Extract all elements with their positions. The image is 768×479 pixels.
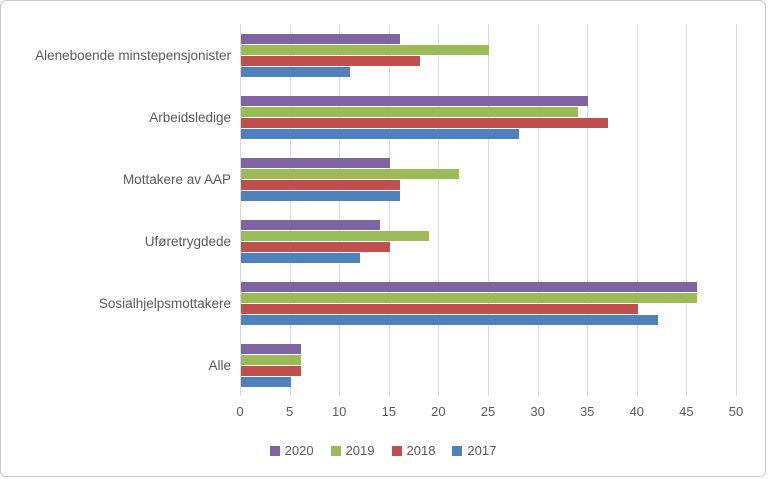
gridline bbox=[537, 24, 539, 396]
category-label: Sosialhjelpsmottakere bbox=[98, 295, 231, 311]
legend: 2020 2019 2018 2017 bbox=[1, 443, 765, 458]
gridline bbox=[388, 24, 390, 396]
gridline bbox=[636, 24, 638, 396]
legend-item-2020: 2020 bbox=[269, 443, 314, 458]
x-tick-label: 0 bbox=[236, 404, 244, 419]
bar-2020 bbox=[241, 343, 301, 354]
category-label: Arbeidsledige bbox=[149, 109, 231, 125]
gridline bbox=[339, 24, 341, 396]
bar-2019 bbox=[241, 168, 460, 179]
bar-2018 bbox=[241, 365, 301, 376]
bar-2020 bbox=[241, 33, 400, 44]
x-tick-label: 45 bbox=[679, 404, 694, 419]
bar-2020 bbox=[241, 281, 698, 292]
bar-2017 bbox=[241, 314, 658, 325]
legend-label: 2018 bbox=[406, 443, 436, 458]
x-tick-label: 20 bbox=[431, 404, 446, 419]
bar-2018 bbox=[241, 241, 390, 252]
bar-2019 bbox=[241, 44, 489, 55]
bar-2017 bbox=[241, 252, 361, 263]
x-tick-label: 15 bbox=[381, 404, 397, 419]
legend-label: 2017 bbox=[467, 443, 497, 458]
legend-label: 2019 bbox=[345, 443, 375, 458]
category-label: Alle bbox=[208, 357, 231, 373]
x-tick-label: 25 bbox=[480, 404, 496, 419]
bar-2018 bbox=[241, 303, 638, 314]
legend-swatch-2017 bbox=[452, 445, 463, 456]
bar-2017 bbox=[241, 376, 291, 387]
gridline bbox=[488, 24, 489, 396]
x-tick-label: 40 bbox=[629, 404, 645, 419]
gridline bbox=[587, 24, 589, 396]
x-tick-label: 10 bbox=[331, 404, 347, 419]
y-axis-line bbox=[240, 24, 241, 396]
x-tick-label: 5 bbox=[285, 404, 294, 419]
bar-2019 bbox=[241, 106, 579, 117]
bar-2018 bbox=[241, 179, 400, 190]
bar-2020 bbox=[241, 219, 380, 230]
gridline bbox=[736, 24, 737, 396]
bar-2019 bbox=[241, 354, 301, 365]
bar-2019 bbox=[241, 292, 698, 303]
x-tick-label: 50 bbox=[728, 404, 744, 419]
bar-2017 bbox=[241, 128, 519, 139]
legend-item-2019: 2019 bbox=[330, 443, 375, 458]
legend-swatch-2019 bbox=[330, 445, 341, 456]
gridline bbox=[438, 24, 440, 396]
x-tick-label: 30 bbox=[530, 404, 545, 419]
bar-2017 bbox=[241, 66, 351, 77]
legend-label: 2020 bbox=[284, 443, 314, 458]
bar-2018 bbox=[241, 55, 420, 66]
bar-2018 bbox=[241, 117, 609, 128]
bar-2020 bbox=[241, 157, 390, 168]
category-label: Uføretrygdede bbox=[144, 233, 231, 249]
bar-2020 bbox=[241, 95, 589, 106]
legend-item-2017: 2017 bbox=[452, 443, 496, 458]
gridline bbox=[289, 24, 291, 396]
x-tick-label: 35 bbox=[579, 404, 595, 419]
legend-item-2018: 2018 bbox=[391, 443, 436, 458]
gridline bbox=[686, 24, 688, 396]
legend-swatch-2018 bbox=[391, 445, 402, 456]
category-label: Aleneboende minstepensjonister bbox=[35, 47, 231, 63]
category-label: Mottakere av AAP bbox=[122, 171, 231, 187]
bar-2019 bbox=[241, 230, 430, 241]
legend-swatch-2020 bbox=[269, 445, 280, 456]
bar-2017 bbox=[241, 190, 400, 201]
